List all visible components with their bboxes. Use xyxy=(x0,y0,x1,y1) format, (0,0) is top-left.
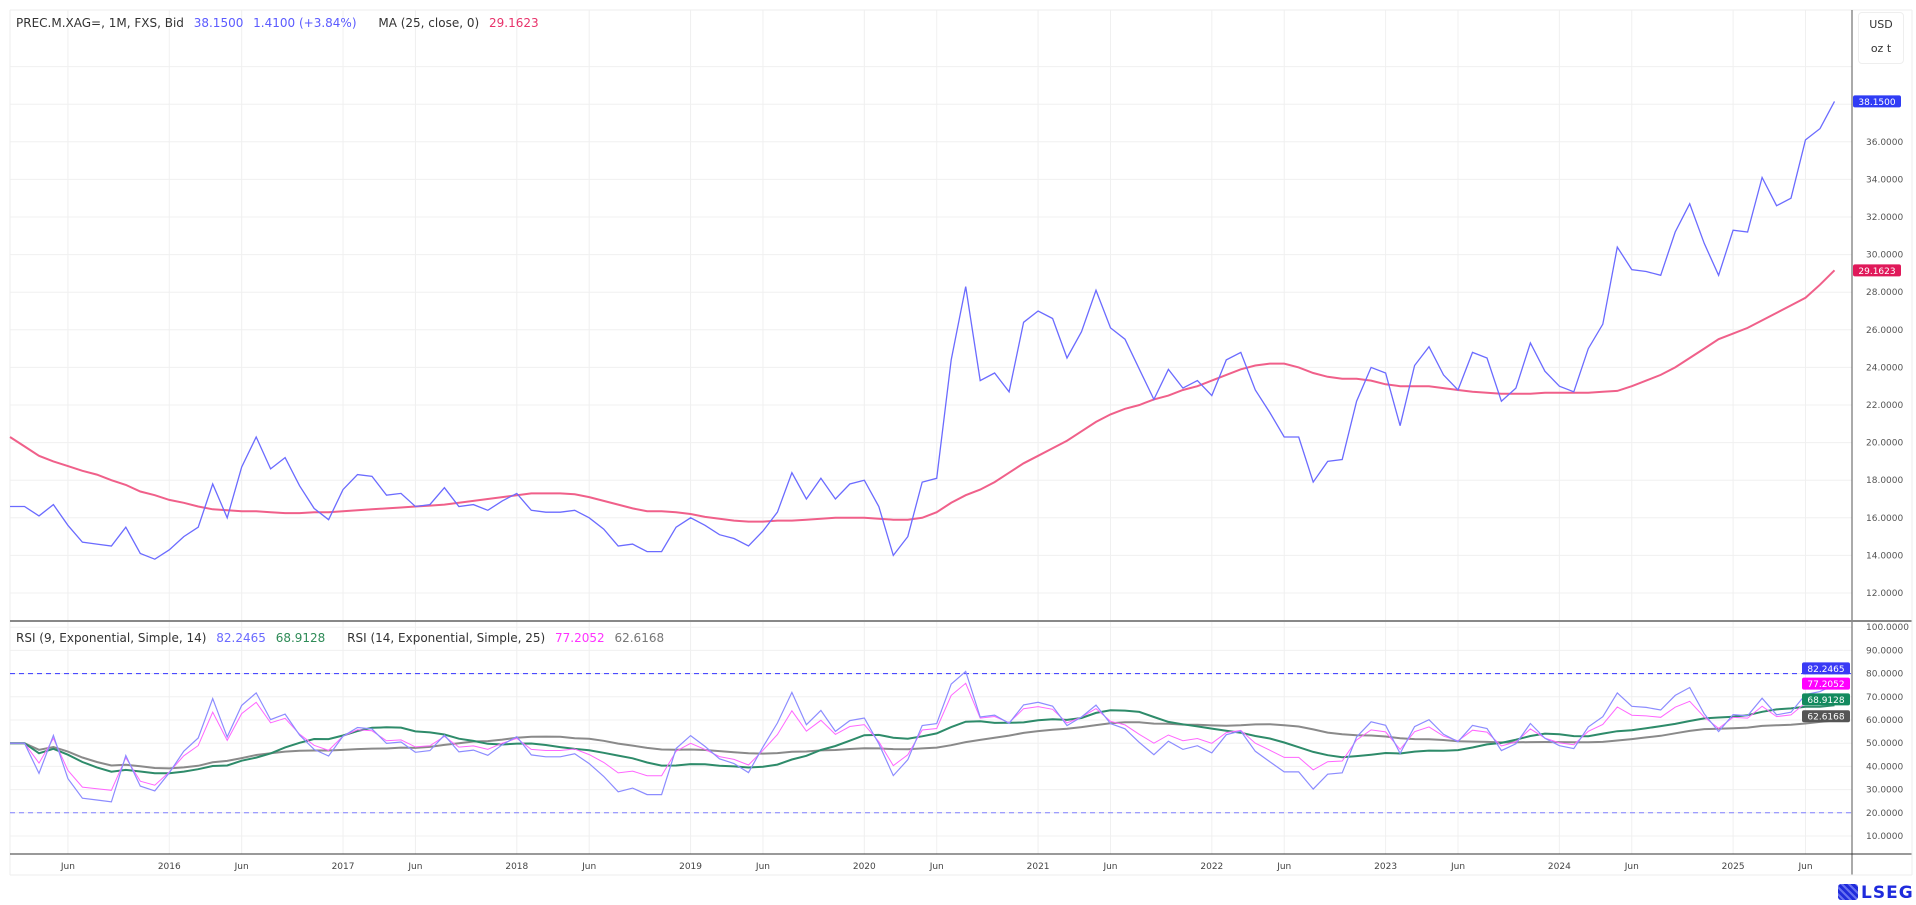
ma-legend-label: MA (25, close, 0) xyxy=(378,16,480,30)
time-tick-label: Jun xyxy=(1450,862,1465,872)
lseg-logo-icon xyxy=(1838,884,1858,900)
time-tick-label: Jun xyxy=(929,862,944,872)
time-tick-label: 2018 xyxy=(505,862,528,872)
time-tick-label: 2019 xyxy=(679,862,702,872)
rsi1-signal-line xyxy=(10,704,1835,775)
time-tick-label: Jun xyxy=(1102,862,1117,872)
lseg-logo: LSEG xyxy=(1838,883,1914,903)
rsi1-signal-last-label-text: 68.9128 xyxy=(1807,696,1844,706)
price-line xyxy=(10,101,1836,560)
price-last-label xyxy=(1853,95,1901,108)
time-tick-label: 2021 xyxy=(1027,862,1050,872)
rsi1-last-label-text: 82.2465 xyxy=(1807,665,1844,675)
price-tick-label: 18.0000 xyxy=(1866,476,1903,486)
price-last-label-text: 38.1500 xyxy=(1858,98,1895,108)
price-tick-label: 28.0000 xyxy=(1866,288,1903,298)
rsi2-signal-last-label xyxy=(1802,710,1850,723)
currency-label: USD xyxy=(1869,18,1893,31)
rsi1-value: 82.2465 xyxy=(216,631,266,645)
time-tick-label: 2016 xyxy=(158,862,181,872)
rsi2-last-label-text: 77.2052 xyxy=(1807,680,1844,690)
rsi1-line xyxy=(10,670,1835,803)
time-tick-label: 2023 xyxy=(1374,862,1397,872)
rsi-tick-label: 10.0000 xyxy=(1866,832,1903,842)
time-tick-label: Jun xyxy=(60,862,75,872)
price-tick-label: 30.0000 xyxy=(1866,251,1903,261)
rsi-tick-label: 40.0000 xyxy=(1866,762,1903,772)
rsi-tick-label: 80.0000 xyxy=(1866,670,1903,680)
rsi-tick-label: 50.0000 xyxy=(1866,739,1903,749)
rsi-tick-label: 30.0000 xyxy=(1866,786,1903,796)
rsi-tick-label: 90.0000 xyxy=(1866,646,1903,656)
time-tick-label: Jun xyxy=(1624,862,1639,872)
rsi-tick-label: 20.0000 xyxy=(1866,809,1903,819)
price-tick-label: 16.0000 xyxy=(1866,514,1903,524)
time-tick-label: 2024 xyxy=(1548,862,1571,872)
ma-legend-value: 29.1623 xyxy=(488,16,539,30)
rsi2-value: 77.2052 xyxy=(555,631,605,645)
time-tick-label: Jun xyxy=(407,862,422,872)
unit-label: oz t xyxy=(1870,42,1892,55)
unit-selector[interactable]: USD oz t xyxy=(1858,12,1904,64)
rsi-tick-label: 100.0000 xyxy=(1866,623,1909,633)
ma-last-label-text: 29.1623 xyxy=(1858,267,1895,277)
rsi2-signal-last-label-text: 62.6168 xyxy=(1807,713,1844,723)
rsi1-label: RSI (9, Exponential, Simple, 14) xyxy=(16,631,207,645)
lseg-logo-text: LSEG xyxy=(1861,883,1914,903)
time-tick-label: Jun xyxy=(1276,862,1291,872)
price-tick-label: 34.0000 xyxy=(1866,175,1903,185)
rsi2-signal-value: 62.6168 xyxy=(614,631,665,645)
price-tick-label: 12.0000 xyxy=(1866,589,1903,599)
price-tick-label: 24.0000 xyxy=(1866,363,1903,373)
price-tick-label: 20.0000 xyxy=(1866,439,1903,449)
price-tick-label: 26.0000 xyxy=(1866,326,1903,336)
price-legend: PREC.M.XAG=, 1M, FXS, Bid 38.1500 1.4100… xyxy=(16,16,545,30)
price-tick-label: 14.0000 xyxy=(1866,551,1903,561)
rsi1-signal-value: 68.9128 xyxy=(275,631,326,645)
ma-line xyxy=(9,269,1836,523)
time-tick-label: 2017 xyxy=(332,862,355,872)
time-tick-label: 2025 xyxy=(1722,862,1745,872)
symbol-info: PREC.M.XAG=, 1M, FXS, Bid xyxy=(16,16,184,30)
rsi-legend: RSI (9, Exponential, Simple, 14) 82.2465… xyxy=(16,631,670,645)
rsi2-signal-line xyxy=(10,719,1835,770)
time-tick-label: 2020 xyxy=(853,862,876,872)
price-tick-label: 32.0000 xyxy=(1866,213,1903,223)
price-change: 1.4100 (+3.84%) xyxy=(253,16,357,30)
price-tick-label: 22.0000 xyxy=(1866,401,1903,411)
price-tick-label: 36.0000 xyxy=(1866,138,1903,148)
time-tick-label: Jun xyxy=(1797,862,1812,872)
ma-last-label xyxy=(1853,264,1901,277)
rsi1-last-label xyxy=(1802,662,1850,675)
time-tick-label: 2022 xyxy=(1200,862,1223,872)
rsi2-line xyxy=(10,682,1835,791)
time-tick-label: Jun xyxy=(755,862,770,872)
rsi2-last-label xyxy=(1802,677,1850,690)
time-tick-label: Jun xyxy=(581,862,596,872)
rsi-tick-label: 60.0000 xyxy=(1866,716,1903,726)
time-tick-label: Jun xyxy=(234,862,249,872)
rsi2-label: RSI (14, Exponential, Simple, 25) xyxy=(347,631,546,645)
rsi1-signal-last-label xyxy=(1802,693,1850,706)
last-price: 38.1500 xyxy=(193,16,244,30)
rsi-tick-label: 70.0000 xyxy=(1866,693,1903,703)
